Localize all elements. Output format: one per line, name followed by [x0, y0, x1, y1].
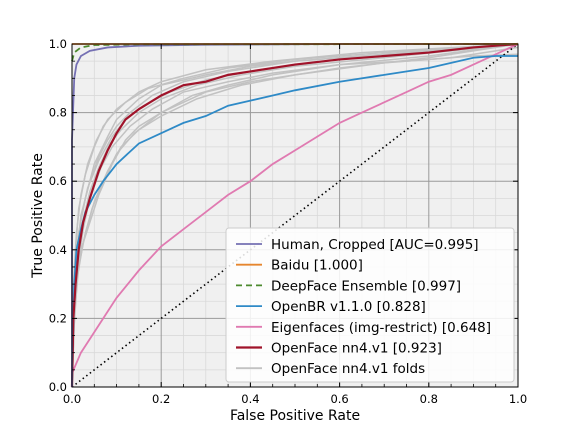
- y-tick-label: 0.4: [49, 243, 67, 257]
- legend-label: OpenBR v1.1.0 [0.828]: [271, 299, 426, 315]
- legend-label: Baidu [1.000]: [271, 258, 363, 274]
- legend-box: [225, 227, 515, 383]
- x-axis-label: False Positive Rate: [230, 408, 360, 424]
- x-tick-label: 0.6: [330, 392, 348, 406]
- x-tick-label: 0.2: [152, 392, 170, 406]
- legend-label: Human, Cropped [AUC=0.995]: [271, 237, 479, 253]
- legend-label: OpenFace nn4.v1 folds: [271, 361, 425, 377]
- legend-label: Eigenfaces (img-restrict) [0.648]: [271, 320, 491, 336]
- series-layer: [70, 42, 519, 388]
- legend-label: DeepFace Ensemble [0.997]: [271, 278, 461, 294]
- fold-curve-8: [71, 46, 519, 388]
- y-tick-label: 0.8: [49, 106, 67, 120]
- x-tick-label: 0.4: [241, 392, 259, 406]
- legend: Human, Cropped [AUC=0.995] Baidu [1.000] D…: [225, 227, 515, 383]
- y-tick-label: 0.2: [49, 311, 67, 325]
- series-line-5: [70, 42, 519, 388]
- series-line-2: [71, 43, 519, 62]
- x-tick-label: 0.8: [420, 392, 438, 406]
- y-tick-label: 0.0: [49, 380, 67, 394]
- y-axis-label: True Positive Rate: [30, 153, 46, 279]
- legend-label: OpenFace nn4.v1 [0.923]: [271, 341, 442, 357]
- fold-curve-7: [71, 43, 519, 388]
- fold-curve-6: [71, 53, 519, 388]
- y-tick-label: 0.6: [49, 174, 67, 188]
- series-line-4: [71, 43, 519, 374]
- y-tick-label: 1.0: [49, 37, 67, 51]
- axis-ticks: 0.0 0.2 0.4 0.6 0.8 1.0 0.0 0.2 0.4 0.6 0.8 1.0: [49, 37, 527, 406]
- x-tick-label: 0.0: [63, 392, 81, 406]
- x-tick-label: 1.0: [509, 392, 527, 406]
- chance-diagonal-line: [71, 43, 519, 388]
